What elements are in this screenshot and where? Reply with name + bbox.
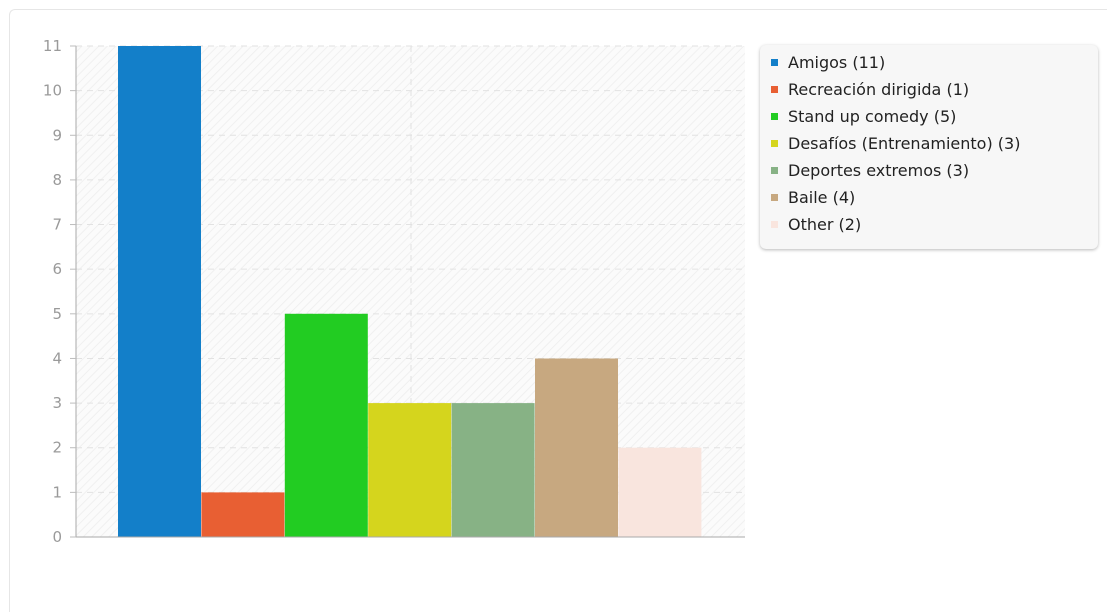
y-tick-label: 10 — [43, 82, 62, 100]
legend-label: Deportes extremos (3) — [788, 161, 970, 180]
y-tick-label: 6 — [52, 260, 62, 278]
legend-swatch — [771, 59, 778, 66]
legend-item[interactable]: Other (2) — [771, 211, 1098, 238]
y-tick-label: 2 — [52, 439, 62, 457]
bar[interactable] — [368, 403, 452, 537]
legend-swatch — [771, 86, 778, 93]
legend-label: Recreación dirigida (1) — [788, 80, 970, 99]
legend-swatch — [771, 194, 778, 201]
bar[interactable] — [451, 403, 535, 537]
legend-item[interactable]: Baile (4) — [771, 184, 1098, 211]
bar[interactable] — [118, 46, 201, 537]
legend-swatch — [771, 167, 778, 174]
bar[interactable] — [535, 358, 618, 538]
legend-label: Stand up comedy (5) — [788, 107, 957, 126]
y-tick-label: 8 — [52, 171, 62, 189]
axes — [75, 46, 745, 538]
legend-swatch — [771, 140, 778, 147]
legend-item[interactable]: Desafíos (Entrenamiento) (3) — [771, 130, 1098, 157]
legend-item[interactable]: Stand up comedy (5) — [771, 103, 1098, 130]
bar-chart: 0 1 2 3 4 5 6 7 8 9 10 11 — [43, 37, 745, 546]
legend-item[interactable]: Amigos (11) — [771, 49, 1098, 76]
chart-legend: Amigos (11) Recreación dirigida (1) Stand … — [760, 45, 1098, 249]
y-tick-label: 0 — [52, 528, 62, 546]
legend-item[interactable]: Recreación dirigida (1) — [771, 76, 1098, 103]
y-tick-label: 3 — [52, 394, 62, 412]
legend-label: Other (2) — [788, 215, 862, 234]
bar[interactable] — [284, 313, 368, 537]
y-tick-label: 9 — [52, 126, 62, 144]
legend-label: Baile (4) — [788, 188, 856, 207]
y-axis-ticks: 0 1 2 3 4 5 6 7 8 9 10 11 — [43, 37, 76, 546]
y-tick-label: 4 — [52, 349, 62, 367]
y-tick-label: 7 — [52, 216, 62, 234]
legend-swatch — [771, 221, 778, 228]
y-tick-label: 1 — [52, 483, 62, 501]
bar[interactable] — [201, 492, 285, 537]
legend-label: Desafíos (Entrenamiento) (3) — [788, 134, 1021, 153]
y-tick-label: 5 — [52, 305, 62, 323]
bar[interactable] — [618, 447, 702, 537]
legend-item[interactable]: Deportes extremos (3) — [771, 157, 1098, 184]
legend-label: Amigos (11) — [788, 53, 886, 72]
legend-swatch — [771, 113, 778, 120]
bars — [118, 46, 702, 538]
y-tick-label: 11 — [43, 37, 62, 55]
